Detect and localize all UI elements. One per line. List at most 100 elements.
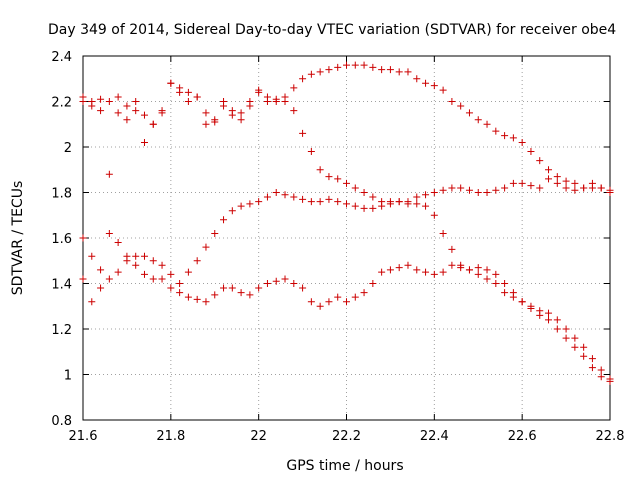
data-point — [97, 95, 105, 103]
data-point — [536, 157, 544, 165]
data-point — [422, 79, 430, 87]
data-point — [237, 202, 245, 210]
data-point — [378, 268, 386, 276]
data-point — [360, 204, 368, 212]
y-tick-label: 2.4 — [51, 50, 72, 65]
y-tick-label: 1.4 — [51, 278, 72, 293]
data-point — [114, 109, 122, 117]
data-point — [149, 275, 157, 283]
series-track-4 — [79, 79, 614, 383]
data-point — [413, 266, 421, 274]
data-point — [501, 289, 509, 297]
data-point — [193, 93, 201, 101]
data-point — [430, 189, 438, 196]
data-point — [501, 184, 509, 192]
data-point — [334, 198, 342, 206]
data-point — [492, 186, 500, 194]
data-point — [132, 98, 140, 105]
data-point — [509, 289, 517, 297]
data-point — [413, 75, 421, 83]
data-point — [88, 252, 96, 260]
data-point — [184, 88, 192, 96]
data-point — [430, 82, 438, 90]
series-track-3 — [79, 229, 614, 385]
x-tick-label: 22.8 — [596, 429, 625, 444]
data-point — [149, 257, 157, 265]
data-point — [501, 132, 509, 140]
data-point — [509, 134, 517, 142]
data-point — [281, 275, 289, 283]
x-tick-label: 22 — [250, 429, 267, 444]
data-point — [299, 195, 307, 203]
data-point — [237, 116, 245, 124]
data-point — [176, 84, 184, 92]
data-point — [105, 229, 113, 237]
data-point — [281, 98, 289, 105]
data-point — [474, 270, 482, 278]
data-point — [97, 107, 105, 115]
data-point — [351, 202, 359, 210]
data-point — [465, 186, 473, 194]
y-tick-label: 1.8 — [51, 187, 72, 202]
data-point — [457, 184, 465, 192]
data-point — [351, 184, 359, 192]
data-point — [140, 138, 148, 146]
data-point — [246, 98, 254, 105]
data-point — [518, 298, 526, 306]
data-point — [422, 202, 430, 210]
data-point — [114, 268, 122, 276]
data-point — [597, 184, 605, 192]
data-point — [167, 79, 175, 87]
data-point — [562, 325, 570, 333]
data-point — [545, 166, 553, 174]
y-tick-label: 2.2 — [51, 96, 72, 111]
data-point — [448, 184, 456, 192]
data-point — [580, 352, 588, 360]
data-point — [114, 239, 122, 247]
x-axis-label: GPS time / hours — [286, 458, 403, 474]
data-point — [351, 293, 359, 301]
data-point — [571, 186, 579, 194]
data-point — [79, 234, 87, 242]
data-point — [79, 93, 87, 101]
data-point — [228, 107, 236, 115]
data-point — [369, 204, 377, 212]
data-point — [97, 284, 105, 292]
data-point — [492, 280, 500, 287]
data-point — [343, 200, 350, 208]
data-point — [316, 68, 324, 76]
data-point — [220, 284, 228, 292]
data-point — [360, 61, 368, 69]
data-point — [518, 138, 526, 146]
x-tick-label: 22.2 — [332, 429, 361, 444]
data-point — [202, 109, 210, 117]
data-point — [334, 63, 342, 71]
data-point — [211, 229, 219, 237]
y-tick-label: 2 — [64, 141, 72, 156]
data-point — [457, 102, 465, 110]
y-tick-label: 0.8 — [51, 414, 72, 429]
data-point — [220, 102, 228, 110]
data-point — [536, 307, 544, 315]
data-point — [501, 280, 509, 287]
chart-title: Day 349 of 2014, Sidereal Day-to-day VTE… — [48, 22, 616, 38]
data-point — [316, 166, 324, 174]
data-point — [562, 177, 570, 185]
data-point — [404, 68, 412, 76]
data-point — [448, 98, 456, 105]
data-point — [88, 98, 96, 105]
data-point — [439, 268, 447, 276]
data-point — [378, 66, 386, 74]
data-point — [351, 61, 359, 69]
data-point — [114, 93, 122, 101]
data-point — [334, 175, 342, 183]
data-point — [325, 195, 333, 203]
data-point — [422, 191, 430, 199]
data-point — [360, 289, 368, 297]
data-point — [571, 343, 579, 351]
data-point — [184, 98, 192, 105]
data-point — [211, 291, 219, 299]
data-point — [439, 86, 447, 94]
data-point — [597, 373, 605, 381]
